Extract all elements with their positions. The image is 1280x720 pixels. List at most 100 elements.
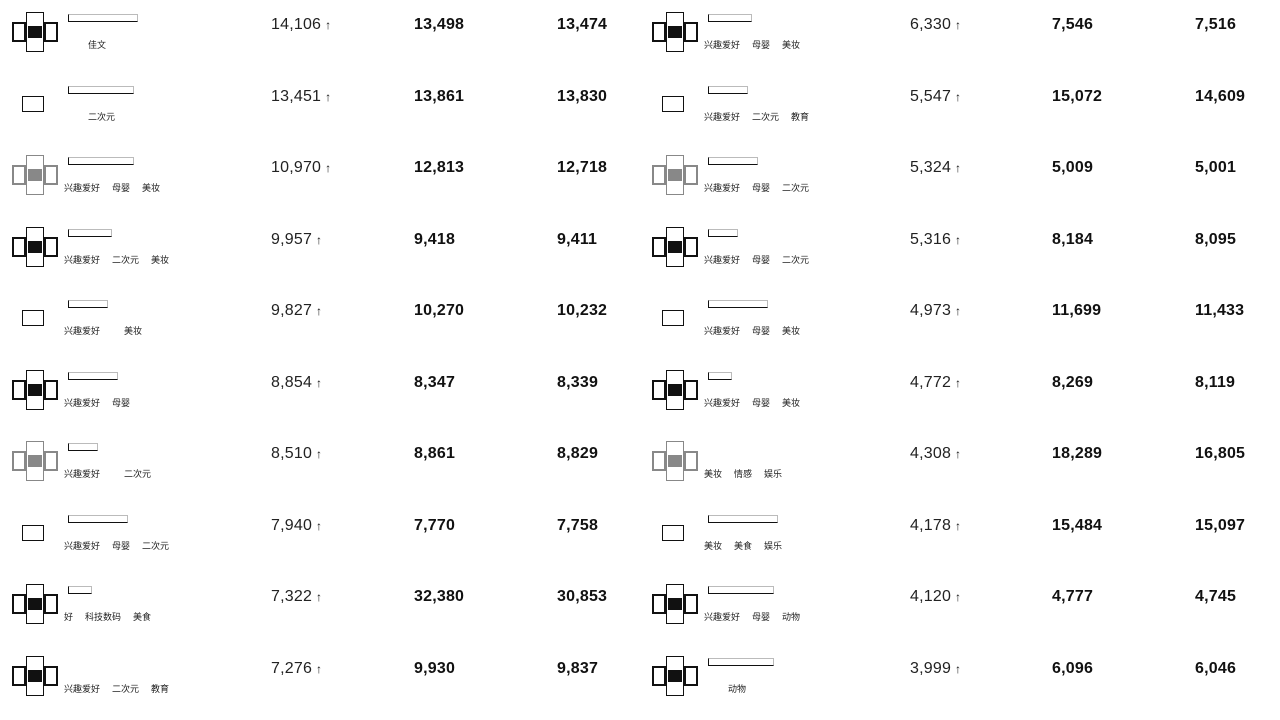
up-arrow-icon: ↑ <box>316 661 323 676</box>
table-row[interactable]: 兴趣爱好 二次元 教育 5,547 ↑ 15,072 14,609 <box>640 72 1280 144</box>
table-row[interactable]: 兴趣爱好 母婴 8,854 ↑ 8,347 8,339 <box>0 358 640 430</box>
metric-value: 8,829 <box>557 445 599 462</box>
account-name[interactable] <box>68 443 98 451</box>
table-row[interactable]: 二次元 13,451 ↑ 13,861 13,830 <box>0 72 640 144</box>
table-row[interactable]: 兴趣爱好 二次元 美妆 9,957 ↑ 9,418 9,411 <box>0 215 640 287</box>
category-tag: 佳文 <box>88 40 107 50</box>
category-tag: 美妆 <box>142 183 161 193</box>
category-tag: 兴趣爱好 <box>64 540 101 551</box>
account-avatar-icon[interactable] <box>12 226 58 267</box>
metric-average: 8,119 <box>1195 374 1235 396</box>
table-row[interactable]: 兴趣爱好 母婴 二次元 5,324 ↑ 5,009 5,001 <box>640 143 1280 215</box>
account-avatar-icon[interactable] <box>12 369 58 410</box>
account-avatar-icon[interactable] <box>12 584 58 624</box>
table-row[interactable]: 兴趣爱好 二次元 教育 7,276 ↑ 9,930 9,837 <box>0 644 640 716</box>
account-name[interactable] <box>68 300 108 308</box>
account-avatar-icon[interactable] <box>652 584 698 624</box>
table-row[interactable]: 兴趣爱好 二次元 8,510 ↑ 8,861 8,829 <box>0 429 640 501</box>
metric-average: 16,805 <box>1195 445 1245 467</box>
account-name[interactable] <box>68 228 112 237</box>
table-row[interactable]: 兴趣爱好 母婴 二次元 7,940 ↑ 7,770 7,758 <box>0 501 640 573</box>
account-avatar-icon[interactable] <box>12 513 58 553</box>
account-name[interactable] <box>68 586 92 594</box>
account-avatar-icon[interactable] <box>652 655 698 696</box>
account-avatar-icon[interactable] <box>12 298 58 338</box>
account-avatar-icon[interactable] <box>12 12 58 52</box>
account-name[interactable] <box>708 657 774 666</box>
account-avatar-icon[interactable] <box>652 226 698 267</box>
account-avatar-icon[interactable] <box>652 513 698 553</box>
metric-value: 7,758 <box>557 516 599 534</box>
metric-value: 5,547 <box>910 87 952 105</box>
table-row[interactable]: 好 科技数码 美食 7,322 ↑ 32,380 30,853 <box>0 572 640 644</box>
category-tag: 情感 <box>734 469 753 479</box>
category-tags: 美妆 情感 娱乐 <box>704 467 794 480</box>
metric-total: 8,184 <box>1052 231 1093 253</box>
metric-average: 13,830 <box>557 88 607 110</box>
category-tags: 二次元 <box>64 110 127 123</box>
table-row[interactable]: 兴趣爱好 母婴 美妆 10,970 ↑ 12,813 12,718 <box>0 143 640 215</box>
table-row[interactable]: 兴趣爱好 母婴 二次元 5,316 ↑ 8,184 8,095 <box>640 215 1280 287</box>
category-tag: 母婴 <box>112 183 131 193</box>
account-name[interactable] <box>68 514 128 523</box>
account-avatar-icon[interactable] <box>12 84 58 124</box>
account-name[interactable] <box>708 300 768 308</box>
table-row[interactable]: 佳文 14,106 ↑ 13,498 13,474 <box>0 0 640 72</box>
account-name[interactable] <box>708 228 738 237</box>
table-row[interactable]: 美妆 美食 娱乐 4,178 ↑ 15,484 15,097 <box>640 501 1280 573</box>
metric-value: 15,097 <box>1195 516 1246 534</box>
up-arrow-icon: ↑ <box>955 232 962 247</box>
account-name[interactable] <box>708 371 732 380</box>
account-avatar-icon[interactable] <box>652 441 698 481</box>
metric-value: 10,270 <box>414 302 465 319</box>
category-tag: 兴趣爱好 <box>64 397 101 408</box>
account-avatar-icon[interactable] <box>12 155 58 195</box>
category-tags: 兴趣爱好 母婴 美妆 <box>64 181 172 194</box>
metric-average: 12,718 <box>557 159 607 181</box>
table-row[interactable]: 美妆 情感 娱乐 4,308 ↑ 18,289 16,805 <box>640 429 1280 501</box>
category-tag: 美妆 <box>124 326 143 336</box>
account-avatar-icon[interactable] <box>12 441 58 481</box>
up-arrow-icon: ↑ <box>955 89 962 104</box>
metric-total: 10,270 <box>414 302 464 324</box>
account-name[interactable] <box>708 14 752 22</box>
table-row[interactable]: 兴趣爱好 母婴 美妆 4,973 ↑ 11,699 11,433 <box>640 286 1280 358</box>
account-avatar-icon[interactable] <box>652 12 698 52</box>
account-avatar-icon[interactable] <box>652 84 698 124</box>
table-row[interactable]: 兴趣爱好 母婴 动物 4,120 ↑ 4,777 4,745 <box>640 572 1280 644</box>
account-name[interactable] <box>708 157 758 165</box>
metric-value: 8,854 <box>271 373 313 391</box>
category-tags: 兴趣爱好 二次元 教育 <box>64 682 181 695</box>
account-avatar-icon[interactable] <box>652 298 698 338</box>
account-name[interactable] <box>68 85 134 94</box>
account-name[interactable] <box>68 371 118 380</box>
table-row[interactable]: 兴趣爱好 母婴 美妆 4,772 ↑ 8,269 8,119 <box>640 358 1280 430</box>
table-row[interactable]: 兴趣爱好 母婴 美妆 6,330 ↑ 7,546 7,516 <box>640 0 1280 72</box>
category-tag: 兴趣爱好 <box>704 183 741 193</box>
category-tag: 二次元 <box>142 540 170 551</box>
up-arrow-icon: ↑ <box>316 375 323 390</box>
account-name[interactable] <box>708 514 778 523</box>
category-tag: 二次元 <box>112 683 140 694</box>
account-avatar-icon[interactable] <box>12 655 58 696</box>
account-name[interactable] <box>708 586 774 594</box>
category-tag: 兴趣爱好 <box>64 469 101 479</box>
account-name[interactable] <box>68 157 134 165</box>
category-tag: 二次元 <box>782 183 810 193</box>
metric-average: 9,837 <box>557 660 598 682</box>
account-name[interactable] <box>68 14 138 22</box>
table-row[interactable]: 动物 3,999 ↑ 6,096 6,046 <box>640 644 1280 716</box>
metric-value: 7,276 <box>271 659 313 677</box>
metric-value: 12,813 <box>414 159 465 176</box>
category-tags: 兴趣爱好 美妆 <box>64 324 154 337</box>
category-tags: 兴趣爱好 二次元 美妆 <box>64 253 181 266</box>
metric-value: 8,861 <box>414 445 456 462</box>
metric-value: 16,805 <box>1195 445 1246 462</box>
category-tag: 美妆 <box>704 540 723 551</box>
table-row[interactable]: 兴趣爱好 美妆 9,827 ↑ 10,270 10,232 <box>0 286 640 358</box>
account-name[interactable] <box>708 85 748 94</box>
account-avatar-icon[interactable] <box>652 155 698 195</box>
metric-value: 13,498 <box>414 16 465 33</box>
metric-value: 9,837 <box>557 659 599 677</box>
account-avatar-icon[interactable] <box>652 369 698 410</box>
